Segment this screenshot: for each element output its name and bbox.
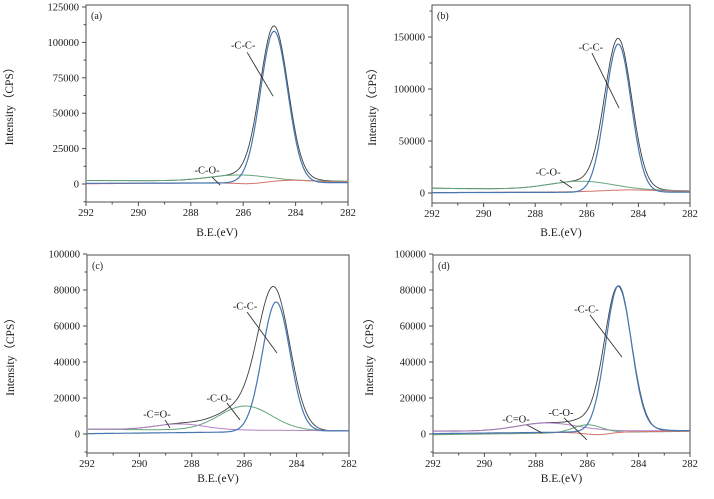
y-tick-label: 100000 <box>49 250 81 261</box>
y-tick-label: 100000 <box>394 85 426 96</box>
x-tick-label: 288 <box>527 209 543 220</box>
curve-C-C-component <box>87 301 349 435</box>
y-tick-label: 100000 <box>48 38 80 49</box>
annotation-pointer-line <box>211 176 221 186</box>
curve-C-double-O-component <box>87 423 349 432</box>
annotation-text: -C-C- <box>231 41 256 52</box>
plot-canvas-c: 292 290 288 286 284 282 0 20000 40000 60000 80000 1… <box>4 250 357 485</box>
annotation-pointer-line <box>526 424 543 434</box>
curve-C-O-component <box>432 180 690 192</box>
y-tick-label: 0 <box>75 430 80 441</box>
y-tick-label: 40000 <box>400 358 426 369</box>
x-tick-label: 290 <box>132 459 148 470</box>
x-tick-label: 290 <box>477 459 493 470</box>
y-axis-label: Intensity（CPS） <box>4 312 17 396</box>
x-tick-label: 286 <box>236 459 252 470</box>
x-axis-label: B.E.(eV) <box>197 473 239 485</box>
x-tick-label: 290 <box>476 209 492 220</box>
x-tick-label: 284 <box>289 459 306 470</box>
annotation-pointer-line <box>559 179 573 189</box>
x-axis-label: B.E.(eV) <box>541 473 583 485</box>
annotation-text: -C-O- <box>548 408 574 419</box>
annotation-pointer-line <box>591 52 620 109</box>
panel-label: (d) <box>438 261 450 272</box>
curve-C-C-component <box>432 43 690 194</box>
annotation-text: -C-C- <box>579 43 604 54</box>
y-axis-label: Intensity（CPS） <box>366 62 379 146</box>
panel-label: (b) <box>437 11 449 22</box>
y-tick-label: 0 <box>421 430 426 441</box>
annotation-pointer-line <box>246 311 278 354</box>
annotation-pointer-line <box>246 52 274 97</box>
x-tick-label: 282 <box>341 459 357 470</box>
y-tick-label: 80000 <box>54 286 80 297</box>
subplot-d: 292 290 288 286 284 282 0 20000 40000 60000 80000 1… <box>357 250 714 499</box>
y-tick-label: 0 <box>420 189 425 200</box>
y-tick-label: 50000 <box>399 137 425 148</box>
x-tick-label: 288 <box>528 459 544 470</box>
y-tick-label: 100000 <box>395 250 427 261</box>
y-tick-label: 0 <box>74 180 79 191</box>
x-tick-label: 282 <box>340 208 356 219</box>
subplot-a: 292 290 288 286 284 282 0 25000 50000 75000 100000… <box>0 0 357 250</box>
x-tick-label: 284 <box>631 459 648 470</box>
y-tick-label: 80000 <box>400 286 426 297</box>
annotation-pointer-line <box>589 314 623 358</box>
x-axis-label: B.E.(eV) <box>196 227 238 239</box>
x-tick-label: 282 <box>682 459 698 470</box>
y-tick-label: 150000 <box>394 33 426 44</box>
plot-canvas-d: 292 290 288 286 284 282 0 20000 40000 60000 80000 1… <box>363 250 698 485</box>
annotation-text: -C-O- <box>195 165 221 176</box>
y-tick-label: 40000 <box>54 358 80 369</box>
subplot-c: 292 290 288 286 284 282 0 20000 40000 60000 80000 1… <box>0 250 357 499</box>
curve-C-C-component <box>433 285 690 435</box>
y-tick-label: 125000 <box>48 2 80 13</box>
y-tick-label: 20000 <box>54 394 80 405</box>
y-tick-label: 20000 <box>400 394 426 405</box>
curve-C-double-O-component <box>433 422 690 432</box>
annotation-pointer-line <box>563 417 588 441</box>
y-axis-label: Intensity（CPS） <box>3 62 16 146</box>
x-tick-label: 288 <box>184 459 200 470</box>
x-tick-label: 292 <box>425 459 441 470</box>
annotation-text: -C=O- <box>502 415 530 426</box>
curve-C-C-component <box>86 30 348 184</box>
y-tick-label: 60000 <box>400 322 426 333</box>
panel-label: (a) <box>91 11 102 22</box>
x-tick-label: 284 <box>288 208 305 219</box>
x-tick-label: 286 <box>579 459 595 470</box>
x-tick-label: 292 <box>424 209 440 220</box>
y-tick-label: 50000 <box>53 109 79 120</box>
x-tick-label: 284 <box>631 209 648 220</box>
plot-canvas-a: 292 290 288 286 284 282 0 25000 50000 75000 100000… <box>3 2 356 239</box>
annotation-pointer-line <box>164 419 171 429</box>
y-tick-label: 60000 <box>54 322 80 333</box>
x-tick-label: 286 <box>235 208 251 219</box>
annotation-pointer-line <box>226 402 241 421</box>
y-tick-label: 75000 <box>53 73 79 84</box>
x-tick-label: 286 <box>579 209 595 220</box>
x-tick-label: 292 <box>79 459 95 470</box>
annotation-text: -C-O- <box>207 394 233 405</box>
annotation-text: -C-C- <box>233 302 258 313</box>
x-axis-label: B.E.(eV) <box>540 227 582 239</box>
x-tick-label: 290 <box>131 208 147 219</box>
plot-box <box>431 4 691 204</box>
panel-label: (c) <box>92 261 103 272</box>
y-axis-label: Intensity（CPS） <box>363 312 376 396</box>
curve-envelope <box>432 37 690 192</box>
annotation-text: -C=O- <box>143 410 171 421</box>
curve-C-O-component <box>87 405 349 432</box>
plot-canvas-b: 292 290 288 286 284 282 0 50000 100000 150000 -C-C… <box>366 4 698 239</box>
y-tick-label: 25000 <box>53 144 79 155</box>
annotation-text: -C-O- <box>536 168 562 179</box>
x-tick-label: 282 <box>682 209 698 220</box>
annotation-text: -C-C- <box>574 305 599 316</box>
curve-envelope <box>86 25 349 182</box>
subplot-b: 292 290 288 286 284 282 0 50000 100000 150000 -C-C… <box>357 0 714 250</box>
x-tick-label: 288 <box>183 208 199 219</box>
curve-envelope <box>87 286 349 432</box>
x-tick-label: 292 <box>78 208 94 219</box>
